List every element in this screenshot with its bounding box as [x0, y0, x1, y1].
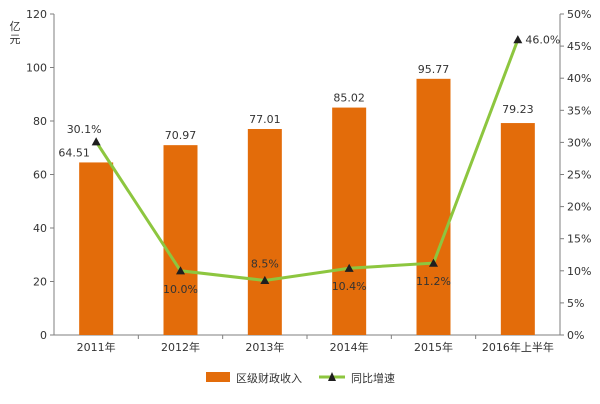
line-point-marker [344, 263, 354, 272]
left-tick-label: 0 [40, 329, 47, 342]
axes: 0 20 40 60 80 100 120 0% 5% 10% 15% 20% 25% 30% 35% 40%… [10, 8, 592, 354]
bar-value-label: 95.77 [418, 63, 450, 76]
line-series [91, 35, 523, 285]
growth-line [94, 39, 520, 282]
line-point-marker [176, 266, 185, 275]
x-tick-label: 2016年上半年 [482, 340, 554, 354]
x-tick-label: 2015年 [414, 340, 453, 354]
bar-series [79, 78, 535, 335]
x-tick-label: 2011年 [77, 340, 116, 354]
bar [500, 123, 535, 335]
right-tick-label: 45% [567, 40, 591, 53]
legend-bar-label: 区级财政收入 [236, 371, 302, 385]
left-tick-label: 120 [26, 8, 47, 21]
legend: 区级财政收入 同比增速 [206, 371, 395, 385]
left-tick-label: 40 [33, 222, 47, 235]
right-tick-label: 15% [567, 233, 591, 246]
data-labels: 64.51 70.97 77.01 85.02 95.77 79.23 30.1% 10.0%… [58, 34, 560, 296]
right-tick-label: 25% [567, 169, 591, 182]
line-value-label: 11.2% [416, 275, 451, 288]
bar [247, 128, 282, 335]
right-tick-label: 10% [567, 265, 591, 278]
bar-value-label: 79.23 [502, 103, 534, 116]
x-tick-label: 2013年 [245, 340, 284, 354]
right-tick-label: 35% [567, 104, 591, 117]
right-tick-label: 50% [567, 8, 591, 21]
line-value-label: 8.5% [251, 257, 279, 270]
legend-line-marker [328, 372, 336, 381]
left-axis-unit-label: 亿元 [10, 20, 21, 46]
legend-bar-swatch [206, 372, 230, 382]
left-tick-label: 60 [33, 169, 47, 182]
right-tick-label: 40% [567, 72, 591, 85]
line-point-marker [429, 258, 438, 267]
x-tick-label: 2014年 [330, 340, 369, 354]
bar [332, 107, 367, 335]
legend-line-label: 同比增速 [351, 371, 395, 385]
line-value-label: 10.4% [332, 280, 367, 293]
bar-value-label: 85.02 [333, 92, 365, 105]
line-value-label: 10.0% [163, 283, 198, 296]
line-value-label: 46.0% [525, 34, 560, 47]
bar-value-label: 70.97 [165, 129, 197, 142]
bar [79, 162, 114, 335]
bar-value-label: 77.01 [249, 113, 281, 126]
right-tick-label: 30% [567, 136, 591, 149]
right-tick-label: 0% [567, 329, 584, 342]
bar [416, 78, 451, 335]
left-tick-label: 20 [33, 276, 47, 289]
left-tick-label: 100 [26, 62, 47, 75]
right-tick-label: 20% [567, 201, 591, 214]
line-point-marker [513, 35, 523, 44]
line-point-marker [91, 137, 101, 146]
line-value-label: 30.1% [67, 123, 102, 136]
bar-value-label: 64.51 [58, 146, 90, 159]
bar [163, 145, 198, 335]
left-tick-label: 80 [33, 115, 47, 128]
line-point-marker [260, 275, 270, 285]
right-tick-label: 5% [567, 297, 584, 310]
x-tick-label: 2012年 [161, 340, 200, 354]
